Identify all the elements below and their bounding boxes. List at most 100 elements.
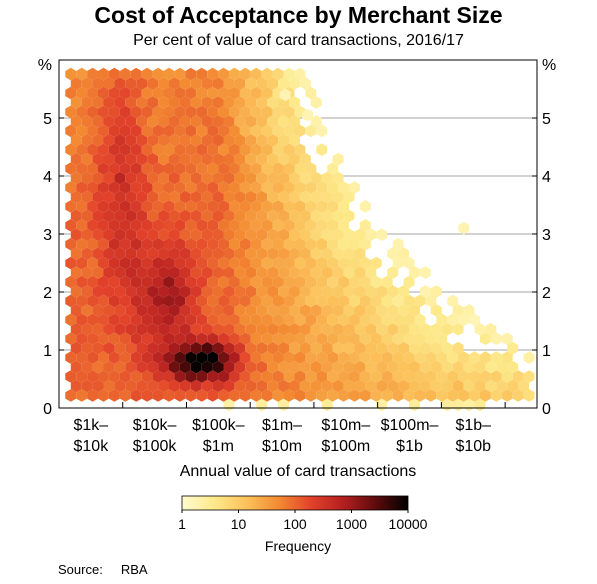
hex-cell bbox=[92, 285, 104, 298]
hex-cell bbox=[158, 77, 169, 90]
hex-cell bbox=[76, 313, 88, 327]
hex-cell bbox=[458, 313, 469, 327]
hex-cell bbox=[332, 304, 344, 317]
hex-cell bbox=[289, 341, 300, 355]
hex-cell bbox=[179, 341, 191, 355]
hex-cell bbox=[354, 285, 366, 298]
hex-cell bbox=[147, 96, 159, 109]
hex-cell bbox=[463, 304, 475, 317]
hex-cell bbox=[278, 152, 289, 166]
hex-cell bbox=[239, 275, 251, 289]
hex-cell bbox=[81, 134, 93, 147]
hex-cell bbox=[103, 209, 115, 223]
hex-cell bbox=[289, 360, 300, 374]
hex-cell bbox=[299, 152, 311, 166]
hex-cell bbox=[130, 370, 142, 383]
hex-cell bbox=[125, 285, 137, 298]
hex-cell bbox=[365, 285, 377, 298]
hex-cell bbox=[305, 275, 317, 289]
hex-cell bbox=[234, 228, 246, 242]
hex-cell bbox=[141, 389, 153, 402]
hex-cell bbox=[398, 247, 409, 260]
colorbar bbox=[181, 495, 409, 511]
hex-cell bbox=[152, 389, 164, 402]
hex-cell bbox=[278, 379, 289, 393]
hex-cell bbox=[278, 360, 289, 374]
x-category-label: $10m– bbox=[321, 417, 370, 434]
hex-cell bbox=[441, 323, 453, 336]
hex-cell bbox=[310, 266, 322, 279]
hex-cell bbox=[174, 389, 186, 402]
hex-cell bbox=[381, 351, 393, 364]
hex-cell bbox=[108, 124, 120, 138]
hex-cell bbox=[365, 360, 377, 374]
hex-cell bbox=[147, 285, 159, 298]
hex-cell bbox=[190, 152, 202, 166]
hex-cell bbox=[169, 266, 180, 279]
hex-cell bbox=[332, 323, 344, 336]
hex-cell bbox=[332, 341, 344, 355]
hex-cell bbox=[76, 351, 88, 364]
hex-cell bbox=[163, 256, 175, 270]
y-tick-label-left: 2 bbox=[43, 285, 52, 302]
hex-cell bbox=[430, 360, 442, 374]
colorbar-tick-label: 100 bbox=[283, 516, 307, 532]
hex-cell bbox=[316, 219, 328, 232]
hex-cell bbox=[130, 351, 142, 364]
hex-cell bbox=[512, 389, 524, 402]
hex-cell bbox=[316, 256, 328, 270]
hex-cell bbox=[239, 370, 251, 383]
hex-cell bbox=[272, 351, 284, 364]
hex-cell bbox=[158, 190, 169, 204]
hex-cell bbox=[92, 247, 104, 260]
hex-cell bbox=[169, 323, 180, 336]
hex-cell bbox=[523, 370, 535, 383]
hex-cell bbox=[327, 332, 339, 345]
hex-cell bbox=[70, 341, 82, 355]
hex-cell bbox=[152, 86, 164, 100]
hex-cell bbox=[234, 323, 246, 336]
hex-cell bbox=[278, 209, 289, 223]
hex-cell bbox=[119, 389, 131, 402]
hex-cell bbox=[65, 200, 77, 213]
hex-cell bbox=[436, 313, 448, 327]
hex-cell bbox=[207, 124, 219, 138]
hex-cell bbox=[207, 237, 219, 251]
hex-cell bbox=[81, 285, 93, 298]
hex-cell bbox=[87, 370, 98, 383]
hex-cell bbox=[152, 162, 164, 175]
hex-cell bbox=[108, 162, 120, 175]
hex-cell bbox=[338, 237, 349, 251]
hex-cell bbox=[130, 313, 142, 327]
hex-cell bbox=[229, 143, 240, 156]
hex-cell bbox=[163, 313, 175, 327]
hex-cell bbox=[452, 323, 464, 336]
hex-cell bbox=[130, 275, 142, 289]
hex-cell bbox=[125, 379, 137, 393]
hex-cell bbox=[114, 379, 126, 393]
hex-cell bbox=[130, 389, 142, 402]
hex-cell bbox=[98, 256, 109, 270]
hex-cell bbox=[190, 247, 202, 260]
hex-cell bbox=[114, 115, 126, 128]
hex-cell bbox=[316, 332, 328, 345]
hex-cell bbox=[436, 370, 448, 383]
hex-cell bbox=[158, 285, 169, 298]
hex-cell bbox=[174, 332, 186, 345]
hex-cell bbox=[485, 379, 497, 393]
hex-cell bbox=[349, 294, 360, 308]
x-category-label: $10k bbox=[74, 438, 110, 455]
hex-cell bbox=[158, 96, 169, 109]
hex-cell bbox=[147, 304, 159, 317]
hex-cell bbox=[387, 304, 399, 317]
hex-cell bbox=[283, 105, 295, 119]
hex-cell bbox=[452, 379, 464, 393]
hex-cell bbox=[169, 379, 180, 393]
hex-cell bbox=[283, 294, 295, 308]
hex-cell bbox=[98, 332, 109, 345]
hex-cell bbox=[447, 313, 459, 327]
hex-cell bbox=[398, 323, 409, 336]
hex-cell bbox=[283, 389, 295, 402]
hex-cell bbox=[409, 304, 420, 317]
colorbar-tick-label: 10 bbox=[231, 516, 247, 532]
